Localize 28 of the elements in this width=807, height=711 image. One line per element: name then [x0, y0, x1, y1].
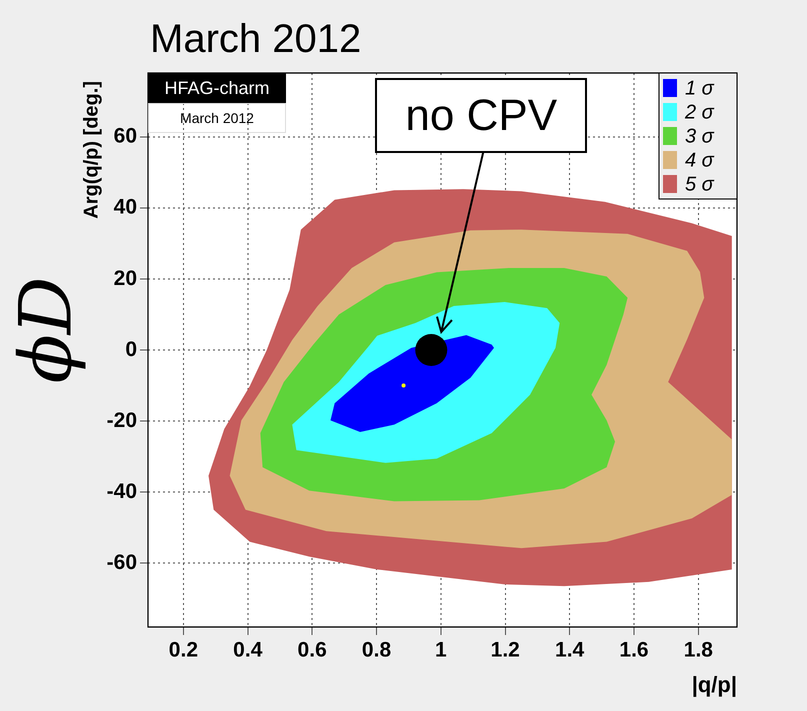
legend-label: 4 σ	[685, 150, 715, 172]
x-axis-title: |q/p|	[692, 672, 737, 697]
legend-label: 5 σ	[685, 174, 715, 196]
y-tick-label: 60	[114, 124, 137, 148]
y-tick-label: 40	[114, 196, 137, 219]
text: ϕD	[4, 276, 88, 384]
y-tick-label: -40	[106, 480, 137, 503]
legend-label: 2 σ	[684, 102, 715, 124]
x-tick-label: 1.6	[619, 638, 649, 662]
annotation: HFAG-charm	[148, 73, 286, 103]
x-tick-label: 0.2	[168, 638, 198, 662]
y-axis-title: Arg(q/p) [deg.]	[80, 81, 103, 219]
x-tick-label: 0.6	[298, 638, 327, 662]
x-tick-label: 1.8	[684, 638, 714, 662]
y-tick-label: 20	[114, 266, 137, 290]
x-tick-label: 0.4	[233, 638, 263, 662]
y-tick-label: 0	[125, 338, 137, 361]
y-tick-label: -60	[106, 550, 137, 574]
x-tick-label: 1	[435, 638, 448, 662]
y-tick-label: -20	[106, 408, 137, 432]
x-tick-label: 1.4	[555, 638, 585, 662]
annotation: March 2012	[148, 103, 286, 133]
legend-label: 3 σ	[685, 126, 715, 148]
annotation: no CPV	[375, 78, 588, 153]
chart-title: March 2012	[150, 17, 362, 61]
x-tick-label: 1.2	[490, 638, 520, 662]
legend-label: 1 σ	[685, 78, 715, 100]
x-tick-label: 0.8	[362, 638, 392, 662]
